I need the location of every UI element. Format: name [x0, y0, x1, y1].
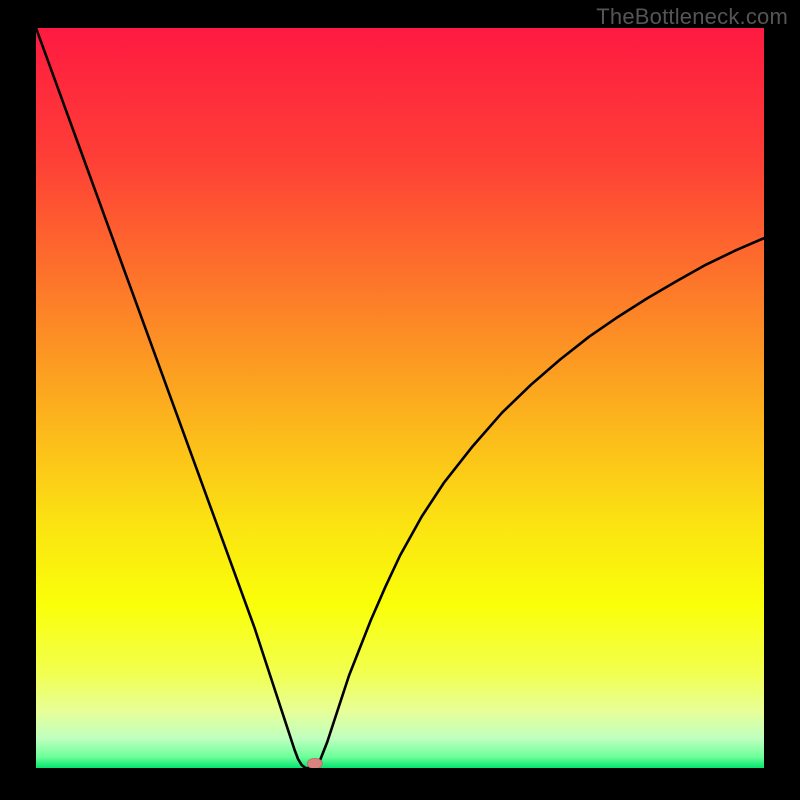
gradient-background: [36, 28, 764, 768]
plot-area: [36, 28, 764, 768]
chart-container: TheBottleneck.com: [0, 0, 800, 800]
bottleneck-curve-chart: [36, 28, 764, 768]
optimum-marker: [307, 758, 322, 768]
watermark-text: TheBottleneck.com: [596, 4, 788, 30]
